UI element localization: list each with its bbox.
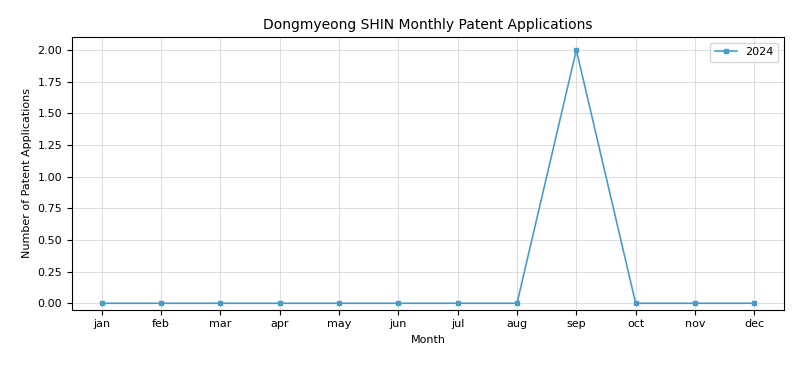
2024 [571, 48, 581, 52]
2024 [394, 301, 403, 305]
2024 [156, 301, 166, 305]
Legend: 2024: 2024 [710, 43, 778, 62]
Title: Dongmyeong SHIN Monthly Patent Applications: Dongmyeong SHIN Monthly Patent Applicati… [263, 18, 593, 32]
2024 [275, 301, 285, 305]
Line: 2024: 2024 [99, 48, 757, 305]
2024 [97, 301, 106, 305]
2024 [750, 301, 759, 305]
2024 [631, 301, 641, 305]
X-axis label: Month: Month [410, 335, 446, 345]
2024 [334, 301, 344, 305]
2024 [512, 301, 522, 305]
2024 [215, 301, 225, 305]
2024 [690, 301, 700, 305]
2024 [453, 301, 462, 305]
Y-axis label: Number of Patent Applications: Number of Patent Applications [22, 88, 32, 258]
